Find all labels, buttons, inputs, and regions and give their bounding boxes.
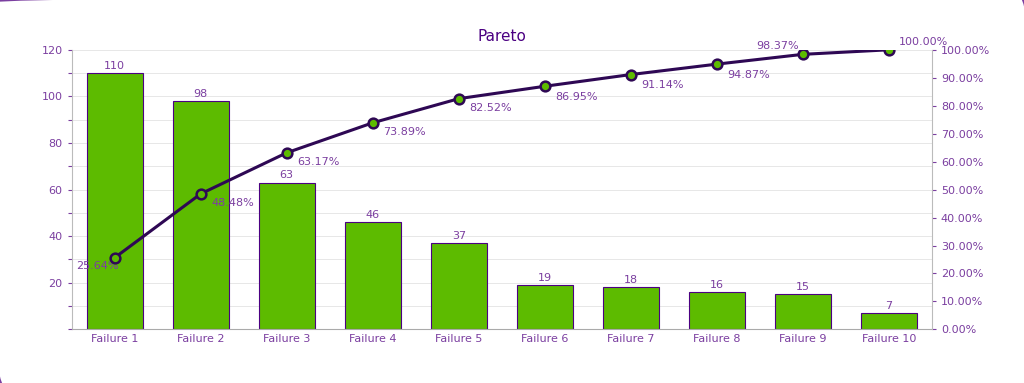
Text: 46: 46: [366, 210, 380, 220]
Text: 73.89%: 73.89%: [383, 127, 426, 137]
Text: 63: 63: [280, 170, 294, 180]
Bar: [603, 287, 658, 329]
Text: 7: 7: [886, 301, 892, 311]
Text: 25.64%: 25.64%: [76, 261, 119, 271]
Text: 98: 98: [194, 89, 208, 99]
Text: 16: 16: [710, 280, 724, 290]
Text: 91.14%: 91.14%: [641, 80, 684, 90]
Bar: [517, 285, 572, 329]
Text: 100.00%: 100.00%: [899, 37, 948, 47]
Title: Pareto: Pareto: [477, 29, 526, 44]
Text: 19: 19: [538, 273, 552, 283]
Bar: [431, 243, 486, 329]
Text: 18: 18: [624, 275, 638, 285]
Text: 110: 110: [104, 61, 125, 71]
Text: 94.87%: 94.87%: [727, 70, 770, 80]
Bar: [87, 73, 142, 329]
Text: 63.17%: 63.17%: [297, 157, 339, 167]
Bar: [259, 183, 314, 329]
Bar: [775, 295, 830, 329]
Text: 37: 37: [452, 231, 466, 241]
Text: 15: 15: [796, 282, 810, 292]
Text: 48.48%: 48.48%: [211, 198, 254, 208]
Bar: [173, 101, 228, 329]
Bar: [861, 313, 916, 329]
Bar: [345, 222, 400, 329]
Bar: [689, 292, 744, 329]
Text: 82.52%: 82.52%: [469, 103, 512, 113]
Text: 86.95%: 86.95%: [555, 92, 598, 102]
Text: 98.37%: 98.37%: [756, 41, 799, 51]
